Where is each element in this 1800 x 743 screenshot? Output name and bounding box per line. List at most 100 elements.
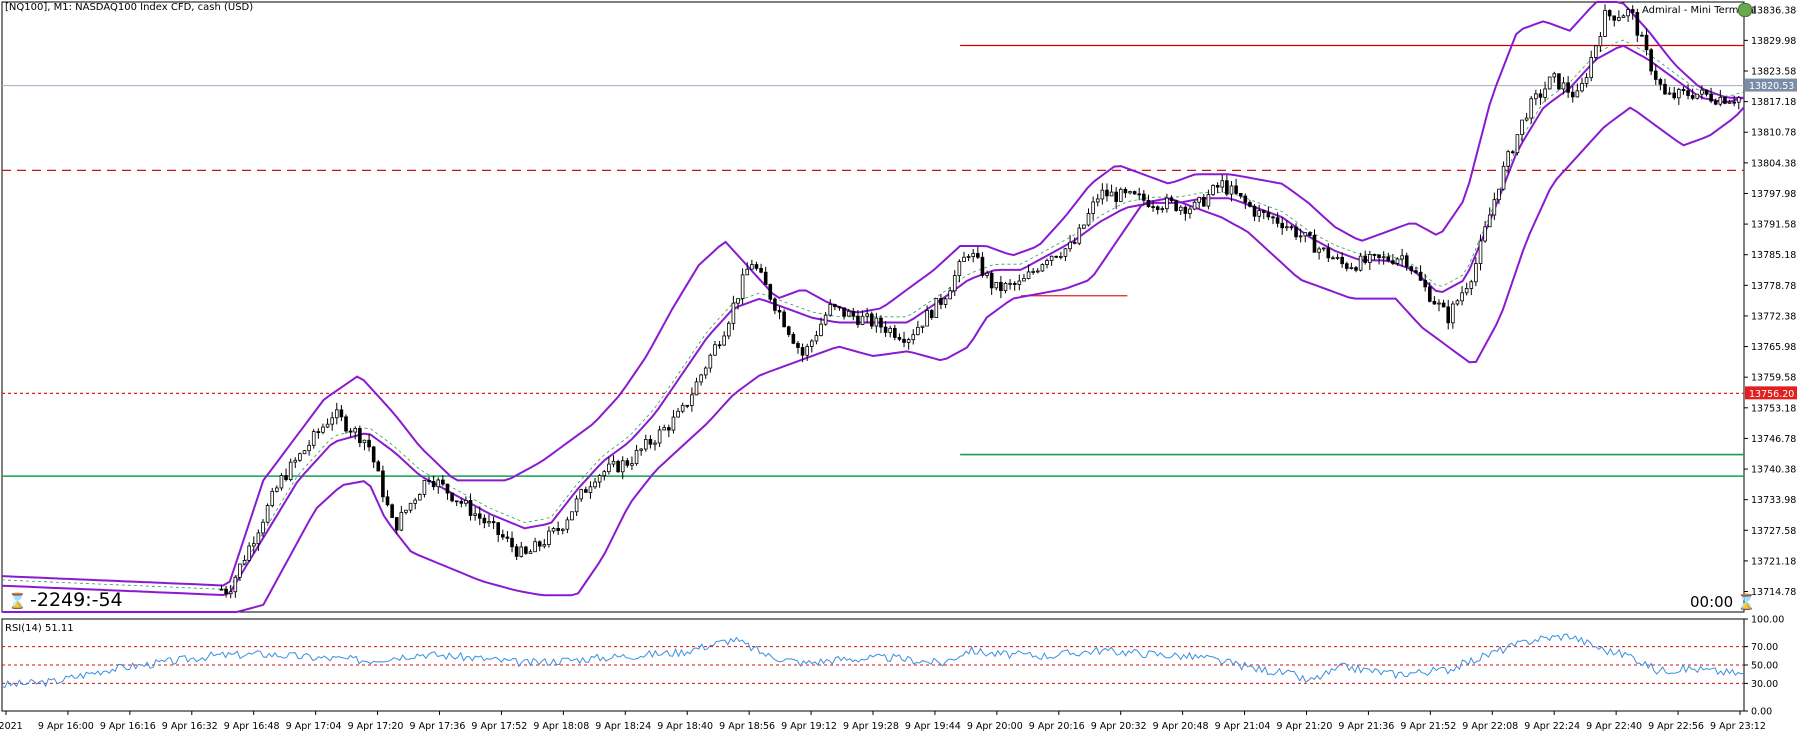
price-label: 13820.53 bbox=[1749, 81, 1794, 92]
candle-body bbox=[371, 446, 376, 463]
candle-body bbox=[1312, 234, 1317, 253]
candle-body bbox=[708, 354, 713, 369]
candle-body bbox=[588, 486, 593, 493]
candle-body bbox=[1441, 302, 1446, 308]
candle-body bbox=[754, 264, 759, 269]
time-tick-label: 9 Apr 19:28 bbox=[843, 721, 899, 732]
candle-body bbox=[1289, 226, 1294, 229]
candle-body bbox=[768, 284, 773, 300]
candle-body bbox=[897, 336, 902, 340]
candle-body bbox=[925, 310, 929, 327]
candle-body bbox=[1418, 272, 1423, 281]
candle-body bbox=[999, 281, 1003, 292]
candle-body bbox=[501, 534, 505, 538]
price-tick-label: 13721.18 bbox=[1751, 556, 1796, 567]
candle-body bbox=[1487, 214, 1492, 228]
candle-body bbox=[556, 527, 560, 531]
price-tick-label: 13733.98 bbox=[1751, 495, 1796, 506]
candle-body bbox=[865, 313, 869, 317]
candle-body bbox=[381, 470, 385, 498]
candle-body bbox=[1077, 227, 1082, 244]
candle-body bbox=[496, 522, 500, 536]
candle-body bbox=[1031, 271, 1035, 273]
price-tick-label: 13746.78 bbox=[1751, 434, 1796, 445]
candle-body bbox=[311, 431, 316, 446]
candle-body bbox=[238, 563, 242, 578]
candle-body bbox=[247, 545, 251, 561]
candle-body bbox=[1012, 282, 1017, 285]
countdown-right: 00:00 bbox=[1690, 593, 1734, 611]
candle-body bbox=[1271, 216, 1275, 219]
candle-body bbox=[1008, 282, 1012, 285]
time-tick-label: 9 Apr 17:52 bbox=[471, 721, 527, 732]
candle-body bbox=[1294, 226, 1298, 238]
candle-body bbox=[726, 322, 731, 337]
candle-body bbox=[699, 374, 703, 383]
candle-body bbox=[321, 426, 325, 433]
candle-body bbox=[334, 409, 339, 419]
candle-body bbox=[1363, 255, 1368, 263]
candle-body bbox=[874, 317, 879, 327]
candle-body bbox=[1225, 180, 1229, 195]
candle-body bbox=[1238, 192, 1243, 197]
candle-body bbox=[394, 517, 399, 531]
time-tick-label: 9 Apr 22:08 bbox=[1462, 721, 1518, 732]
candle-body bbox=[1165, 197, 1169, 210]
candle-body bbox=[717, 344, 722, 347]
candle-body bbox=[1492, 199, 1497, 216]
candle-body bbox=[1672, 92, 1677, 99]
candle-body bbox=[800, 347, 805, 356]
candle-body bbox=[551, 527, 556, 532]
candle-body bbox=[1017, 280, 1022, 285]
bollinger-upper bbox=[1, 0, 1744, 587]
candle-body bbox=[1377, 254, 1381, 259]
candle-body bbox=[929, 310, 934, 318]
candle-body bbox=[1658, 79, 1663, 85]
candle-body bbox=[1732, 101, 1736, 104]
candle-body bbox=[265, 505, 270, 523]
mini-terminal-label[interactable]: Admiral - Mini Terminal bbox=[1642, 5, 1757, 16]
candle-body bbox=[1386, 256, 1391, 262]
candle-body bbox=[814, 335, 819, 342]
candle-body bbox=[1211, 185, 1215, 195]
candle-body bbox=[920, 325, 925, 328]
candle-body bbox=[1086, 213, 1091, 226]
candle-body bbox=[713, 344, 717, 356]
candle-body bbox=[1095, 198, 1100, 203]
candle-body bbox=[1709, 93, 1713, 102]
candle-body bbox=[607, 463, 611, 473]
time-tick-label: 9 Apr 17:20 bbox=[348, 721, 404, 732]
candle-body bbox=[510, 537, 514, 548]
candle-body bbox=[634, 449, 639, 465]
candle-body bbox=[528, 551, 533, 554]
candle-body bbox=[275, 487, 279, 492]
time-tick-label: 9 Apr 20:48 bbox=[1153, 721, 1209, 732]
price-tick-label: 13740.38 bbox=[1751, 465, 1796, 476]
rsi-tick-label: 50.00 bbox=[1751, 661, 1778, 672]
rsi-tick-label: 70.00 bbox=[1751, 642, 1778, 653]
candle-body bbox=[1340, 256, 1344, 265]
time-tick-label: 9 Apr 21:36 bbox=[1338, 721, 1394, 732]
candle-body bbox=[948, 290, 952, 300]
mini-terminal-icon[interactable] bbox=[1738, 3, 1752, 17]
candle-body bbox=[1451, 303, 1455, 324]
candle-body bbox=[367, 439, 371, 448]
time-tick-label: 9 Apr 16:48 bbox=[224, 721, 280, 732]
candle-body bbox=[1594, 45, 1598, 58]
candle-body bbox=[879, 317, 883, 328]
candle-body bbox=[611, 460, 616, 465]
candle-body bbox=[1626, 9, 1630, 17]
candle-body bbox=[690, 394, 694, 406]
candle-body bbox=[1510, 151, 1515, 154]
price-tick-label: 13797.98 bbox=[1751, 189, 1796, 200]
candle-body bbox=[722, 335, 726, 346]
candle-body bbox=[1275, 217, 1280, 224]
time-tick-label: 9 Apr 17:04 bbox=[286, 721, 342, 732]
candle-body bbox=[786, 326, 791, 335]
candle-body bbox=[1534, 93, 1538, 100]
time-tick-label: 9 Apr 18:08 bbox=[533, 721, 589, 732]
candle-body bbox=[307, 444, 311, 452]
candle-body bbox=[685, 404, 690, 407]
candle-body bbox=[1202, 196, 1206, 207]
